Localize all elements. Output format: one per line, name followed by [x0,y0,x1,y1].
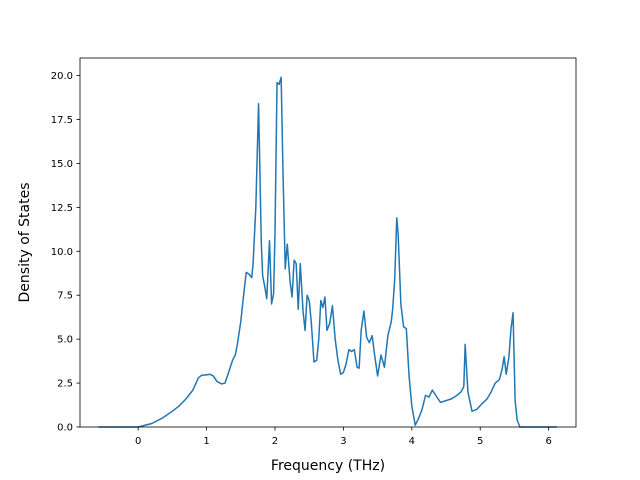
y-tick-label: 12.5 [51,203,73,214]
x-tick-label: 2 [272,436,278,447]
x-tick-label: 0 [135,436,141,447]
x-tick-label: 4 [409,436,415,447]
y-tick-label: 17.5 [51,115,73,126]
y-axis-label: Density of States [17,183,33,303]
y-tick-label: 10.0 [51,247,73,258]
x-tick-label: 1 [203,436,209,447]
y-tick-label: 2.5 [57,379,73,390]
dos-series-line-0 [98,77,556,427]
plot-line-layer [98,77,556,427]
x-tick-label: 6 [545,436,551,447]
x-axis-ticks: 0 1 2 3 4 5 6 [135,427,552,447]
y-tick-label: 5.0 [57,335,73,346]
x-tick-label: 5 [477,436,483,447]
x-axis-label: Frequency (THz) [271,458,385,474]
y-tick-label: 0.0 [57,423,73,434]
y-axis-ticks: 0.0 2.5 5.0 7.5 10.0 12.5 15.0 17.5 20.0 [51,71,80,433]
y-tick-label: 7.5 [57,291,73,302]
y-tick-label: 15.0 [51,159,73,170]
x-tick-label: 3 [340,436,346,447]
y-tick-label: 20.0 [51,71,73,82]
